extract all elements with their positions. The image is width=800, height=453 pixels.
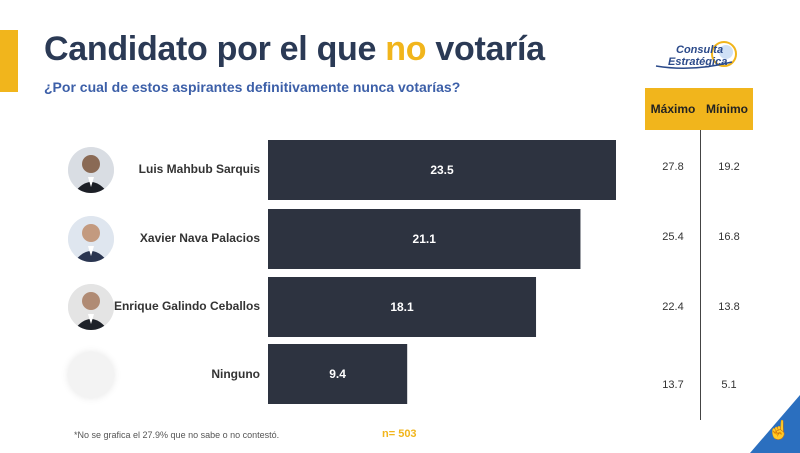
candidate-1-avatar xyxy=(68,147,114,193)
candidate-4-avatar xyxy=(68,352,114,398)
logo-line-2: Estratégica xyxy=(668,56,728,68)
bar-3 xyxy=(268,277,537,337)
candidate-row-4: Ninguno xyxy=(40,350,260,400)
candidate-2-name: Xavier Nava Palacios xyxy=(139,231,260,245)
title-accent-bar xyxy=(0,30,18,92)
column-header-min: Mínimo xyxy=(701,88,753,130)
bar-3-label: 18.1 xyxy=(390,300,414,314)
page-title: Candidato por el que no votaría xyxy=(44,30,545,69)
bar-2 xyxy=(268,209,581,269)
max-value-1: 27.8 xyxy=(662,161,684,173)
min-value-3: 13.8 xyxy=(718,301,740,313)
candidate-4-name: Ninguno xyxy=(211,367,260,381)
bar-4-label: 9.4 xyxy=(329,367,346,381)
min-value-1: 19.2 xyxy=(718,161,740,173)
max-value-3: 22.4 xyxy=(662,301,684,313)
bar-4 xyxy=(268,344,408,404)
title-post: votaría xyxy=(426,30,545,68)
min-value-4: 5.1 xyxy=(721,379,737,391)
logo-line-1: Consulta xyxy=(676,44,724,56)
page-subtitle: ¿Por cual de estos aspirantes definitiva… xyxy=(44,79,461,95)
bar-1 xyxy=(268,140,616,200)
candidate-row-1: Luis Mahbub Sarquis xyxy=(40,145,260,195)
title-highlight: no xyxy=(385,30,427,68)
table-divider xyxy=(700,130,701,420)
title-pre: Candidato por el que xyxy=(44,30,386,68)
bar-2-label: 21.1 xyxy=(413,232,437,246)
sample-size: n= 503 xyxy=(382,428,417,440)
candidate-row-2: Xavier Nava Palacios xyxy=(40,214,260,264)
min-value-2: 16.8 xyxy=(718,231,740,243)
candidate-1-name: Luis Mahbub Sarquis xyxy=(138,162,260,176)
brand-logo: Consulta Estratégica xyxy=(646,36,738,76)
candidate-2-avatar xyxy=(68,216,114,262)
candidate-row-3: Enrique Galindo Ceballos xyxy=(40,282,260,332)
max-value-2: 25.4 xyxy=(662,231,684,243)
candidate-3-name: Enrique Galindo Ceballos xyxy=(113,299,260,313)
logo-circle-icon xyxy=(655,41,737,69)
footnote: *No se grafica el 27.9% que no sabe o no… xyxy=(74,430,280,440)
column-header-max: Máximo xyxy=(645,88,701,130)
candidate-3-avatar xyxy=(68,284,114,330)
bar-1-label: 23.5 xyxy=(430,163,454,177)
max-value-4: 13.7 xyxy=(662,379,684,391)
